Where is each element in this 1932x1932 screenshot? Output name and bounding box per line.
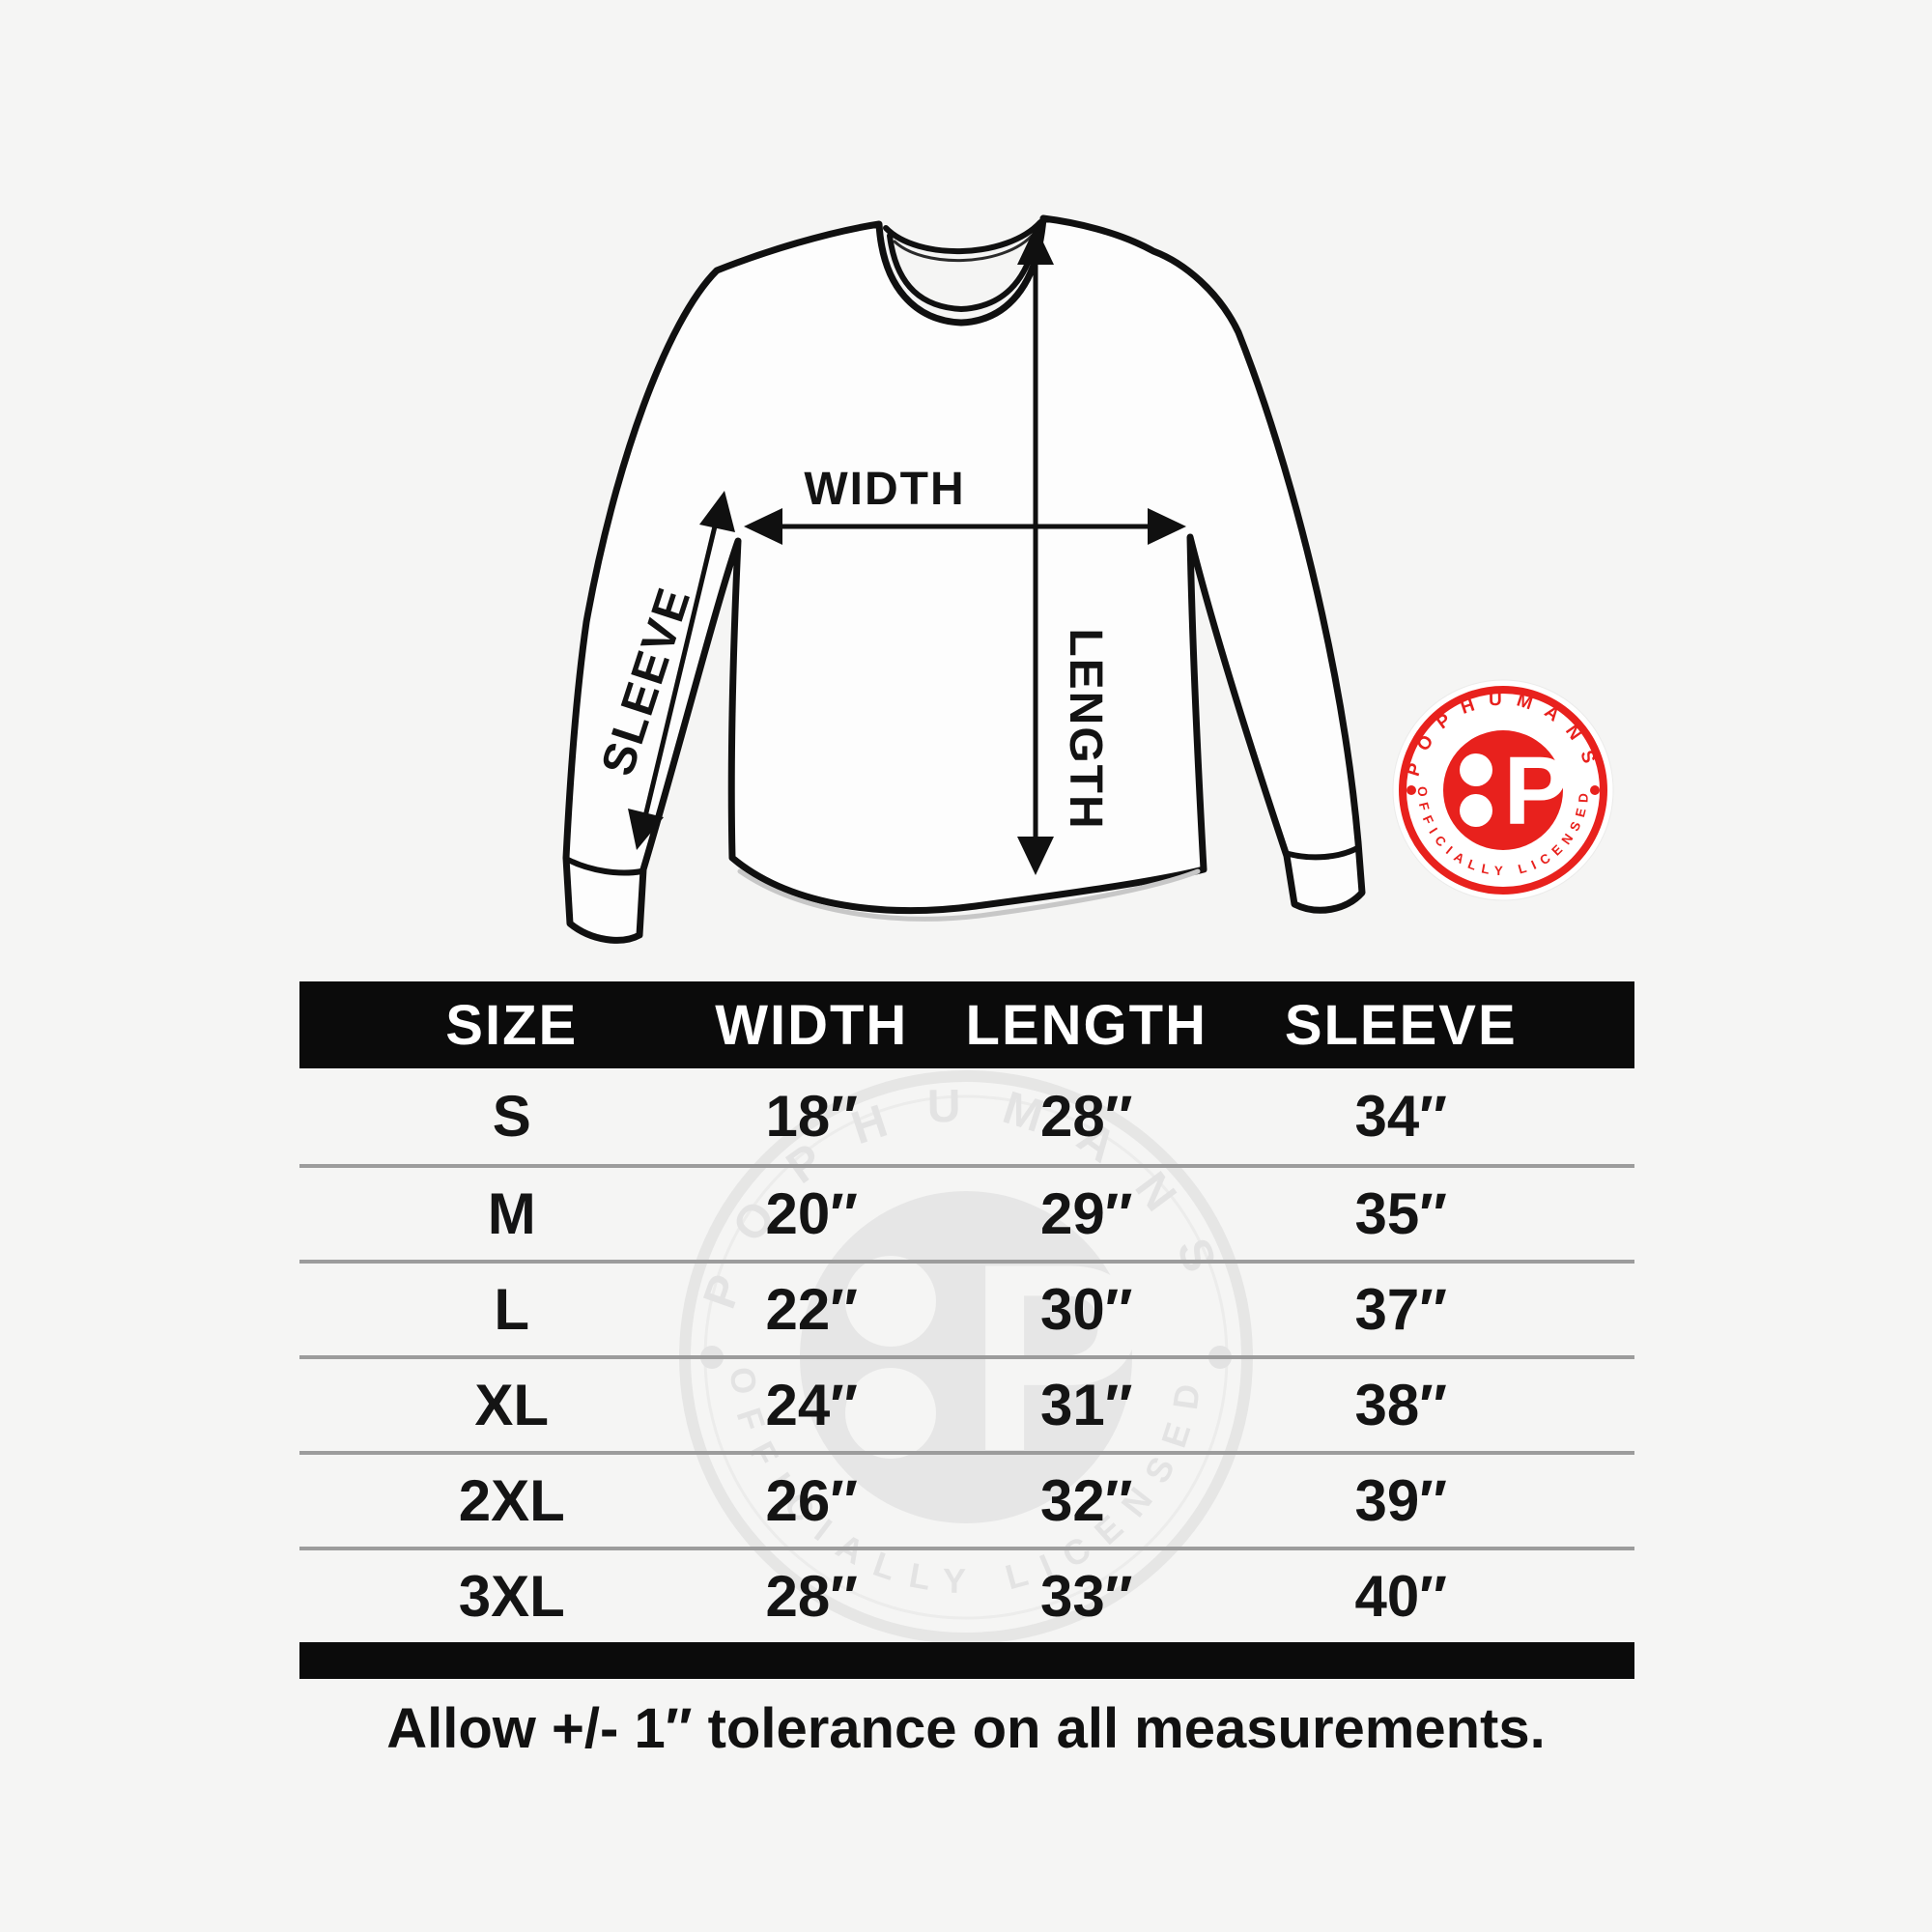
watermark-colon-dot-top — [845, 1256, 936, 1347]
badge-monogram: P — [1504, 737, 1569, 845]
table-bottom-bar — [299, 1642, 1634, 1679]
size-cell: M — [487, 1181, 536, 1246]
tolerance-note: Allow +/- 1″ tolerance on all measuremen… — [386, 1697, 1546, 1760]
size-cell: S — [492, 1084, 531, 1149]
table-row-2xl: 2XL 26″ 32″ 39″ — [299, 1451, 1634, 1547]
watermark-colon-dot-bottom — [845, 1368, 936, 1459]
column-header-size: SIZE — [445, 993, 579, 1057]
badge-right-dot — [1590, 785, 1600, 795]
size-cell: 2XL — [458, 1468, 565, 1533]
size-table: SIZE WIDTH LENGTH SLEEVE S 18″ 28″ 34″ M… — [299, 981, 1634, 1679]
table-row-m: M 20″ 29″ 35″ — [299, 1164, 1634, 1260]
width-arrow-head-right — [1148, 508, 1186, 545]
length-arrow-head-top — [1017, 226, 1054, 265]
sleeve-cell: 35″ — [1354, 1181, 1447, 1246]
sleeve-cell: 34″ — [1354, 1084, 1447, 1149]
width-cell: 22″ — [765, 1277, 858, 1342]
length-arrow-head-bottom — [1017, 837, 1054, 875]
badge-colon-dot-top — [1460, 753, 1492, 786]
column-header-length: LENGTH — [965, 993, 1208, 1057]
shirt-diagram: WIDTH LENGTH SLEEVE — [562, 214, 1366, 944]
table-row-l: L 22″ 30″ 37″ — [299, 1260, 1634, 1355]
width-arrow-head-left — [744, 508, 782, 545]
sleeve-cell: 39″ — [1354, 1468, 1447, 1533]
sleeve-arrow-line — [639, 505, 723, 834]
collar-back-seam — [893, 234, 1034, 263]
left-cuff-seam — [565, 857, 644, 876]
column-header-sleeve: SLEEVE — [1284, 993, 1518, 1057]
size-table-body: S 18″ 28″ 34″ M 20″ 29″ 35″ L 22″ 30″ 37… — [299, 1068, 1634, 1642]
length-cell: 28″ — [1040, 1084, 1133, 1149]
size-table-header: SIZE WIDTH LENGTH SLEEVE — [299, 981, 1634, 1068]
table-row-3xl: 3XL 28″ 33″ 40″ — [299, 1547, 1634, 1642]
table-row-s: S 18″ 28″ 34″ — [299, 1068, 1634, 1164]
collar-back-arc — [883, 219, 1043, 254]
width-cell: 24″ — [765, 1373, 858, 1437]
length-cell: 30″ — [1040, 1277, 1133, 1342]
sleeve-cell: 38″ — [1354, 1373, 1447, 1437]
table-row-xl: XL 24″ 31″ 38″ — [299, 1355, 1634, 1451]
width-cell: 18″ — [765, 1084, 858, 1149]
width-cell: 20″ — [765, 1181, 858, 1246]
brand-badge: POPHUMANS OFFICIALLY LICENSED P — [1392, 679, 1614, 901]
sleeve-cell: 37″ — [1354, 1277, 1447, 1342]
width-label: WIDTH — [804, 464, 965, 515]
length-label: LENGTH — [1060, 628, 1111, 830]
size-cell: L — [494, 1277, 530, 1342]
sleeve-arrow-head-top — [699, 491, 735, 532]
size-cell: XL — [474, 1373, 550, 1437]
width-cell: 26″ — [765, 1468, 858, 1533]
column-header-width: WIDTH — [715, 993, 909, 1057]
badge-colon-dot-bottom — [1460, 794, 1492, 827]
length-cell: 31″ — [1040, 1373, 1133, 1437]
shirt-outline — [562, 214, 1366, 944]
sleeve-arrow-head-bottom — [628, 809, 664, 850]
badge-left-dot — [1406, 785, 1416, 795]
size-cell: 3XL — [458, 1564, 565, 1629]
badge-ring — [1399, 686, 1607, 895]
length-cell: 32″ — [1040, 1468, 1133, 1533]
length-cell: 29″ — [1040, 1181, 1133, 1246]
collar-inner-arc — [887, 227, 1040, 313]
sleeve-cell: 40″ — [1354, 1564, 1447, 1629]
hem-inner-line — [737, 868, 1201, 922]
length-cell: 33″ — [1040, 1564, 1133, 1629]
width-cell: 28″ — [765, 1564, 858, 1629]
right-cuff-seam — [1286, 845, 1360, 861]
